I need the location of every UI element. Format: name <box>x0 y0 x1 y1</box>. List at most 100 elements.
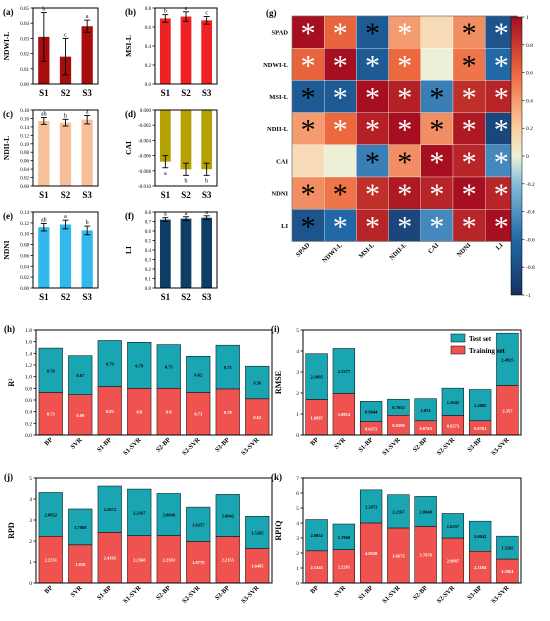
x-tick-label: SVR <box>70 436 84 450</box>
heatmap-col-label: MSI-L <box>358 241 377 260</box>
bar-test <box>186 506 211 542</box>
panel-a: b S1 c S2 a S3 0.00 0.01 0.02 0.03 0.04 0.05 NDWI-L (… <box>2 7 99 98</box>
panel-label: (d) <box>125 109 136 119</box>
data-label-test: 2.2072 <box>365 504 378 509</box>
bar-test <box>68 355 93 395</box>
axes-frame <box>35 477 273 584</box>
x-tick-label: S2-BP <box>412 584 429 601</box>
colorbar-tick-label: 1 <box>526 15 529 21</box>
y-tick-label: 0.0 <box>25 433 32 439</box>
y-tick-label: 0.08 <box>20 244 29 249</box>
heatmap-cell <box>420 48 454 81</box>
bar-test <box>468 520 492 552</box>
bar <box>59 224 72 288</box>
bar-test <box>332 348 356 394</box>
heatmap-cell <box>356 48 389 81</box>
significance-marker: * <box>365 178 380 211</box>
significance-marker: * <box>429 178 444 211</box>
data-label-test: 0.7652 <box>392 405 405 410</box>
heatmap-col-label: CAI <box>427 242 441 256</box>
significance-marker: * <box>462 17 477 50</box>
data-label-training: 4.0028 <box>365 551 378 556</box>
x-tick-label: S2 <box>181 190 191 200</box>
heatmap-row-label: MSI-L <box>269 94 288 101</box>
y-axis-label: R² <box>7 378 16 387</box>
heatmap-cell <box>291 112 325 145</box>
data-label-training: 2.4102 <box>104 556 117 561</box>
significance-marker: * <box>494 82 509 115</box>
bar-test <box>156 344 181 389</box>
heatmap-row-label: SPAD <box>272 30 289 37</box>
y-axis-label: LI <box>124 246 133 254</box>
heatmap-cell <box>420 80 454 113</box>
x-tick-label: S2 <box>61 88 71 98</box>
y-tick-label: 0.04 <box>20 265 29 270</box>
y-tick-label: 0.08 <box>20 151 29 156</box>
data-label-test: 0.75 <box>224 365 233 370</box>
panel-label: (g) <box>266 8 277 18</box>
y-tick-label: 4 <box>296 521 299 527</box>
significance-marker: * <box>494 146 509 179</box>
bar-test <box>186 356 211 393</box>
bar <box>81 26 93 85</box>
colorbar-tick-label: -1 <box>526 293 531 299</box>
y-tick-label: 0.0 <box>145 287 152 292</box>
heatmap-cell <box>452 80 486 113</box>
panel-j: 2.2251 2.0852 BP 1.818 1.7068 SVR 2.4102 2.2072… <box>4 472 273 605</box>
bar-test <box>305 519 328 552</box>
data-label-test: 2.0852 <box>310 533 323 538</box>
significance-letter: ab <box>41 112 47 118</box>
significance-letter: a <box>205 210 208 216</box>
data-label-training: 2.2155 <box>222 558 235 563</box>
x-tick-label: S3 <box>202 292 212 302</box>
data-label-test: 2.2167 <box>133 510 146 515</box>
heatmap-cell <box>420 144 454 178</box>
x-tick-label: S1-SVR <box>122 436 143 457</box>
bar <box>159 219 171 288</box>
y-tick-label: 0.06 <box>20 254 29 259</box>
heatmap-col-label: LI <box>495 242 505 252</box>
significance-marker: * <box>397 82 412 115</box>
data-label-test: 0.76 <box>47 368 56 373</box>
y-tick-label: -0.006 <box>138 155 151 160</box>
significance-letter: a <box>86 14 89 20</box>
significance-letter: a <box>164 212 167 218</box>
panel-b: b S1 a S2 c S3 0.0 0.2 0.4 0.6 0.8 MSI-L (b) <box>124 6 218 98</box>
data-label-training: 0.8 <box>136 410 142 415</box>
colorbar-tick-label: 0.2 <box>526 126 533 132</box>
colorbar-tick-label: -0.8 <box>526 265 535 271</box>
x-tick-label: BP <box>309 436 320 447</box>
bar-test <box>468 389 492 422</box>
data-label-test: 1.4885 <box>474 403 487 408</box>
bar <box>59 122 72 186</box>
data-label-test: 2.0048 <box>419 509 432 514</box>
y-tick-label: -0.008 <box>138 170 151 175</box>
significance-marker: * <box>429 210 444 243</box>
significance-letter: b <box>42 7 45 13</box>
heatmap-row-label: NDWI-L <box>263 62 289 69</box>
y-tick-label: 0 <box>296 581 299 587</box>
axes-frame <box>32 109 99 187</box>
colorbar <box>510 16 523 296</box>
panel-f: a S1 a S2 a S3 0.0 0.1 0.2 0.3 0.4 0.5 0.6 0.7 0.8 LI (f… <box>124 210 218 302</box>
x-tick-label: S3 <box>82 190 92 200</box>
y-tick-label: 0.8 <box>145 7 152 12</box>
data-label-test: 0.75 <box>165 364 174 369</box>
x-tick-label: S1-SVR <box>381 584 402 605</box>
significance-letter: a <box>86 109 89 115</box>
y-axis-label: NDII-L <box>2 136 11 160</box>
x-tick-label: S2 <box>181 292 191 302</box>
bar <box>38 120 50 186</box>
y-axis-label: NDNI <box>2 240 11 259</box>
x-tick-label: S2-BP <box>155 584 172 601</box>
data-label-test: 0.67 <box>76 373 85 378</box>
colorbar-tick-label: 0 <box>526 154 529 160</box>
x-tick-label: S1-BP <box>357 584 374 601</box>
heatmap-cell <box>324 144 357 178</box>
significance-letter: a <box>64 214 67 220</box>
bar <box>159 18 171 85</box>
data-label-test: 1.6357 <box>447 524 460 529</box>
significance-marker: * <box>494 210 509 243</box>
y-tick-label: 0.2 <box>25 421 32 427</box>
heatmap-row-label: NDNI <box>271 191 288 198</box>
